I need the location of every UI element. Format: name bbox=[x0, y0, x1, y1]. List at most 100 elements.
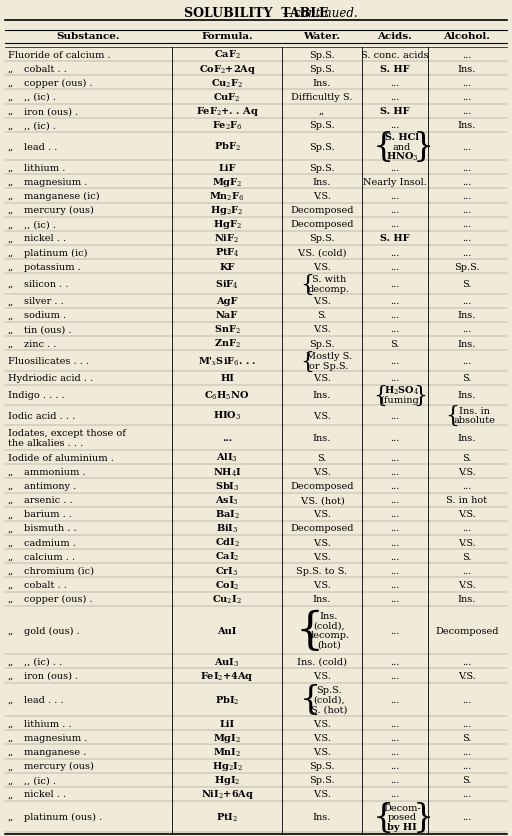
Text: AgF: AgF bbox=[216, 297, 238, 306]
Text: S.: S. bbox=[462, 733, 472, 742]
Text: ,,: ,, bbox=[8, 812, 14, 821]
Text: ,,: ,, bbox=[8, 482, 14, 491]
Text: ...: ... bbox=[390, 580, 400, 589]
Text: copper (ous) .: copper (ous) . bbox=[24, 79, 93, 88]
Text: silver . .: silver . . bbox=[24, 297, 64, 306]
Text: LiF: LiF bbox=[218, 164, 236, 172]
Text: SOLUBILITY  TABLE: SOLUBILITY TABLE bbox=[184, 7, 328, 20]
Text: (fuming): (fuming) bbox=[381, 395, 423, 405]
Text: S. HF: S. HF bbox=[380, 107, 410, 116]
Text: NH$_4$I: NH$_4$I bbox=[212, 466, 242, 478]
Text: ...: ... bbox=[390, 434, 400, 443]
Text: V.S.: V.S. bbox=[313, 374, 331, 383]
Text: Ins.: Ins. bbox=[458, 434, 476, 443]
Text: MnI$_2$: MnI$_2$ bbox=[213, 746, 241, 758]
Text: Ins.: Ins. bbox=[320, 611, 338, 620]
Text: platinum (ous) .: platinum (ous) . bbox=[24, 812, 102, 821]
Text: silicon . .: silicon . . bbox=[24, 279, 69, 288]
Text: S.: S. bbox=[390, 339, 400, 349]
Text: H$_2$SO$_4$: H$_2$SO$_4$ bbox=[384, 385, 420, 397]
Text: by HI: by HI bbox=[387, 822, 417, 830]
Text: ...: ... bbox=[462, 297, 472, 306]
Text: Sp.S. to S.: Sp.S. to S. bbox=[296, 566, 348, 575]
Text: LiI: LiI bbox=[220, 719, 234, 728]
Text: Sp.S.: Sp.S. bbox=[309, 142, 335, 151]
Text: Formula.: Formula. bbox=[201, 32, 253, 41]
Text: ...: ... bbox=[390, 671, 400, 681]
Text: S.: S. bbox=[462, 776, 472, 784]
Text: ,, (ic) .: ,, (ic) . bbox=[24, 93, 56, 102]
Text: nickel . .: nickel . . bbox=[24, 789, 66, 798]
Text: Ins.: Ins. bbox=[313, 178, 331, 186]
Text: S. (hot): S. (hot) bbox=[311, 705, 347, 714]
Text: ...: ... bbox=[390, 311, 400, 320]
Text: PbI$_2$: PbI$_2$ bbox=[215, 693, 239, 706]
Text: ...: ... bbox=[390, 482, 400, 491]
Text: arsenic . .: arsenic . . bbox=[24, 496, 73, 504]
Text: ...: ... bbox=[462, 220, 472, 229]
Text: ,,: ,, bbox=[8, 64, 14, 74]
Text: (cold),: (cold), bbox=[313, 695, 345, 704]
Text: lithium .: lithium . bbox=[24, 164, 66, 172]
Text: ...: ... bbox=[390, 279, 400, 288]
Text: ,,: ,, bbox=[8, 234, 14, 243]
Text: ,,: ,, bbox=[8, 263, 14, 272]
Text: ,,: ,, bbox=[8, 178, 14, 186]
Text: Water.: Water. bbox=[304, 32, 340, 41]
Text: Cu$_2$I$_2$: Cu$_2$I$_2$ bbox=[212, 593, 242, 605]
Text: ...: ... bbox=[462, 719, 472, 728]
Text: Sp.S.: Sp.S. bbox=[309, 776, 335, 784]
Text: ...: ... bbox=[390, 248, 400, 257]
Text: Decomposed: Decomposed bbox=[435, 626, 499, 635]
Text: calcium . .: calcium . . bbox=[24, 552, 75, 561]
Text: gold (ous) .: gold (ous) . bbox=[24, 625, 80, 635]
Text: manganese .: manganese . bbox=[24, 747, 87, 756]
Text: ,,: ,, bbox=[8, 776, 14, 784]
Text: ...: ... bbox=[390, 467, 400, 477]
Text: ...: ... bbox=[462, 325, 472, 334]
Text: absolute: absolute bbox=[453, 416, 495, 425]
Text: M'$_x$SiF$_6$. . .: M'$_x$SiF$_6$. . . bbox=[198, 354, 257, 367]
Text: Ins.: Ins. bbox=[458, 391, 476, 400]
Text: Decomposed: Decomposed bbox=[290, 220, 354, 229]
Text: iron (ous) .: iron (ous) . bbox=[24, 107, 78, 116]
Text: ,,: ,, bbox=[8, 248, 14, 257]
Text: chromium (ic): chromium (ic) bbox=[24, 566, 94, 575]
Text: ...: ... bbox=[462, 762, 472, 770]
Text: ,,: ,, bbox=[8, 719, 14, 728]
Text: the alkalies . . .: the alkalies . . . bbox=[8, 439, 83, 448]
Text: Ins.: Ins. bbox=[458, 311, 476, 320]
Text: Hydriodic acid . .: Hydriodic acid . . bbox=[8, 374, 93, 383]
Text: ...: ... bbox=[390, 524, 400, 533]
Text: Ins.: Ins. bbox=[313, 79, 331, 88]
Text: NaF: NaF bbox=[216, 311, 238, 320]
Text: CuF$_2$: CuF$_2$ bbox=[214, 91, 241, 104]
Text: Sp.S.: Sp.S. bbox=[309, 50, 335, 59]
Text: ,,: ,, bbox=[8, 789, 14, 798]
Text: Sp.S.: Sp.S. bbox=[309, 762, 335, 770]
Text: }: } bbox=[412, 131, 434, 163]
Text: Sp.S.: Sp.S. bbox=[454, 263, 480, 272]
Text: V.S.: V.S. bbox=[313, 580, 331, 589]
Text: ...: ... bbox=[462, 142, 472, 151]
Text: bismuth . .: bismuth . . bbox=[24, 524, 77, 533]
Text: Cu$_2$F$_2$: Cu$_2$F$_2$ bbox=[211, 77, 243, 89]
Text: sodium .: sodium . bbox=[24, 311, 66, 320]
Text: FeI$_2$+4Aq: FeI$_2$+4Aq bbox=[200, 670, 254, 682]
Text: Ins.: Ins. bbox=[458, 594, 476, 604]
Text: ,, (ic) . .: ,, (ic) . . bbox=[24, 657, 62, 666]
Text: potassium .: potassium . bbox=[24, 263, 81, 272]
Text: ...: ... bbox=[390, 297, 400, 306]
Text: Ins.: Ins. bbox=[313, 594, 331, 604]
Text: ...: ... bbox=[390, 594, 400, 604]
Text: S.: S. bbox=[462, 374, 472, 383]
Text: ,,: ,, bbox=[8, 496, 14, 504]
Text: Fluoride of calcium .: Fluoride of calcium . bbox=[8, 50, 111, 59]
Text: PtF$_4$: PtF$_4$ bbox=[215, 247, 240, 259]
Text: ,,: ,, bbox=[8, 107, 14, 116]
Text: lead . .: lead . . bbox=[24, 142, 57, 151]
Text: Alcohol.: Alcohol. bbox=[443, 32, 490, 41]
Text: V.S.: V.S. bbox=[313, 538, 331, 547]
Text: —continued.: —continued. bbox=[155, 7, 357, 20]
Text: V.S.: V.S. bbox=[313, 510, 331, 518]
